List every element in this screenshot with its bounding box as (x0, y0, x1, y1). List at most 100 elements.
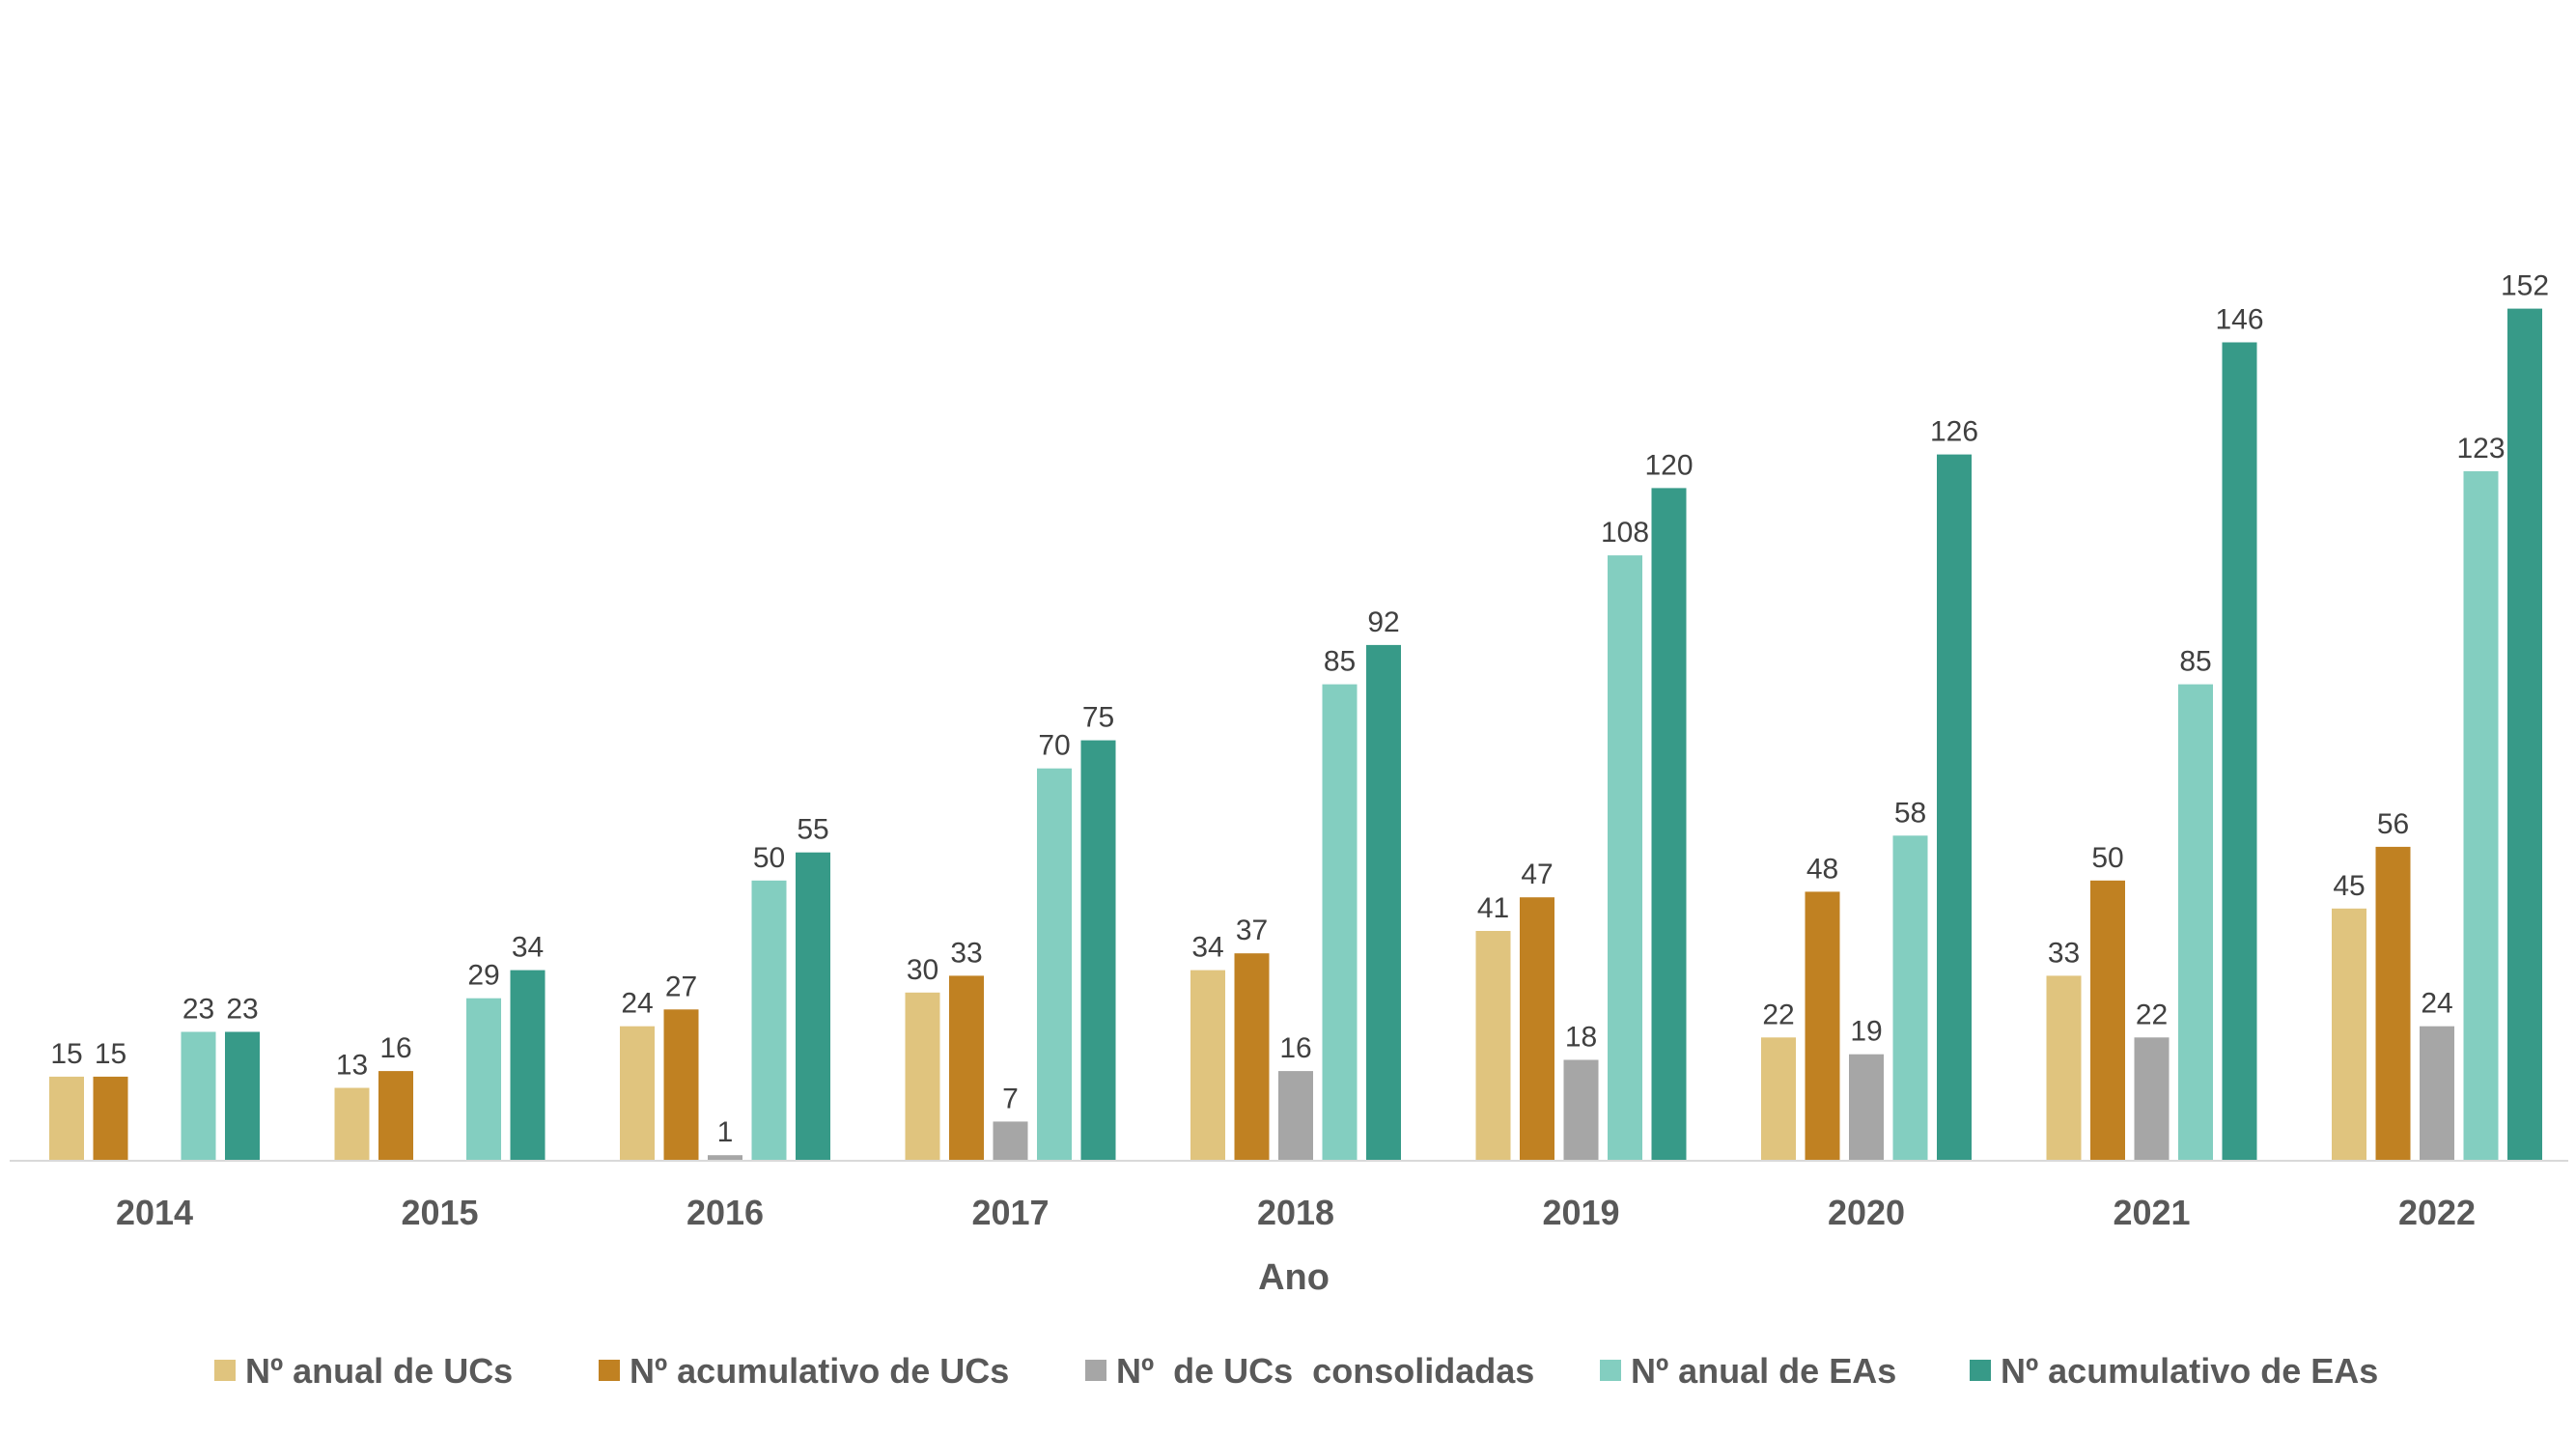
bar (2332, 908, 2366, 1161)
bar (378, 1071, 413, 1161)
bar (2507, 308, 2542, 1162)
data-label: 92 (1367, 606, 1399, 638)
bar (796, 852, 830, 1161)
data-label: 30 (907, 954, 938, 986)
data-label: 34 (512, 932, 544, 964)
bar (1190, 970, 1225, 1161)
legend-label: Nº acumulativo de EAs (2001, 1351, 2378, 1391)
bar (1278, 1071, 1313, 1161)
data-label: 152 (2501, 270, 2549, 302)
bar (1892, 835, 1928, 1161)
data-label: 85 (1324, 646, 1356, 678)
legend-label: Nº acumulativo de UCs (630, 1351, 1009, 1391)
data-label: 7 (1002, 1083, 1019, 1114)
data-label: 45 (2333, 870, 2365, 902)
data-label: 50 (2091, 842, 2123, 874)
data-label: 70 (1038, 730, 1070, 762)
legend-swatch (1085, 1360, 1106, 1381)
bar (1805, 891, 1840, 1161)
bar (1234, 953, 1270, 1161)
bar (2178, 684, 2213, 1161)
bar (1080, 740, 1116, 1161)
data-label: 16 (1279, 1032, 1311, 1064)
x-tick-label: 2015 (401, 1193, 478, 1232)
data-label: 58 (1894, 797, 1926, 829)
bar (1322, 684, 1358, 1161)
x-axis-title: Ano (1258, 1257, 1330, 1298)
bars-group (49, 308, 2542, 1162)
legend: Nº anual de UCs Nº acumulativo de UCs Nº d… (214, 1351, 2378, 1391)
bar (1761, 1037, 1796, 1161)
data-label: 15 (50, 1038, 82, 1070)
data-label: 15 (95, 1038, 126, 1070)
data-label: 146 (2215, 304, 2263, 336)
x-tick-label: 2018 (1257, 1193, 1334, 1232)
x-tick-label: 2020 (1828, 1193, 1905, 1232)
bar (1520, 897, 1554, 1161)
data-label: 16 (379, 1032, 411, 1064)
bar (466, 998, 501, 1161)
legend-swatch (1600, 1360, 1621, 1381)
data-label: 13 (336, 1050, 368, 1082)
x-tick-label: 2021 (2113, 1193, 2190, 1232)
bar (620, 1026, 655, 1161)
bar (1366, 644, 1401, 1161)
data-label: 19 (1850, 1016, 1882, 1048)
data-label: 48 (1806, 853, 1838, 885)
legend-swatch (599, 1360, 620, 1381)
bar (2046, 975, 2082, 1161)
data-label: 85 (2179, 646, 2211, 678)
x-tick-label: 2022 (2398, 1193, 2476, 1232)
bar (2134, 1037, 2170, 1161)
bar (225, 1031, 260, 1161)
data-label: 50 (753, 842, 785, 874)
bar (2222, 342, 2257, 1161)
data-label: 22 (2136, 999, 2168, 1030)
data-label: 22 (1762, 999, 1794, 1030)
bar (93, 1076, 128, 1161)
data-label: 56 (2377, 808, 2409, 840)
data-label: 37 (1236, 915, 1268, 946)
data-label: 75 (1082, 702, 1114, 734)
bar (949, 975, 984, 1161)
bar (49, 1076, 84, 1161)
data-label: 23 (182, 994, 214, 1026)
data-label: 18 (1565, 1022, 1597, 1054)
bar (510, 970, 546, 1161)
bar (2420, 1026, 2454, 1161)
bar (1849, 1054, 1884, 1161)
data-label: 108 (1601, 517, 1649, 549)
legend-swatch (214, 1360, 236, 1381)
bar (2463, 471, 2499, 1161)
data-label: 29 (467, 960, 499, 992)
bar (708, 1155, 742, 1161)
x-tick-label: 2014 (116, 1193, 193, 1232)
bar (663, 1009, 699, 1161)
legend-label: Nº de UCs consolidadas (1116, 1351, 1534, 1391)
data-label: 23 (226, 994, 258, 1026)
value-labels-group: 15 15 23 23 13 16 29 34 24 27 1 50 55 30 33 7 70 75 34 37 16… (50, 270, 2549, 1149)
data-label: 24 (621, 988, 653, 1020)
bar (1937, 454, 1972, 1162)
x-tick-labels: 2014 2015 2016 2017 2018 2019 2020 2021 2022 (116, 1193, 2476, 1232)
data-label: 126 (1930, 416, 1978, 448)
legend-label: Nº anual de EAs (1631, 1351, 1896, 1391)
bar (334, 1087, 370, 1161)
bar (1651, 488, 1687, 1161)
bar (2375, 846, 2411, 1161)
legend-label: Nº anual de UCs (245, 1351, 513, 1391)
data-label: 1 (717, 1116, 734, 1148)
x-tick-label: 2017 (971, 1193, 1049, 1232)
data-label: 33 (2048, 937, 2080, 969)
data-label: 47 (1521, 859, 1553, 890)
legend-swatch (1970, 1360, 1991, 1381)
data-label: 34 (1191, 932, 1223, 964)
data-label: 41 (1477, 892, 1509, 924)
data-label: 33 (950, 937, 982, 969)
data-label: 27 (665, 971, 697, 1002)
data-label: 123 (2456, 433, 2505, 465)
data-label: 120 (1644, 449, 1693, 481)
bar (751, 880, 787, 1162)
x-tick-label: 2016 (686, 1193, 764, 1232)
